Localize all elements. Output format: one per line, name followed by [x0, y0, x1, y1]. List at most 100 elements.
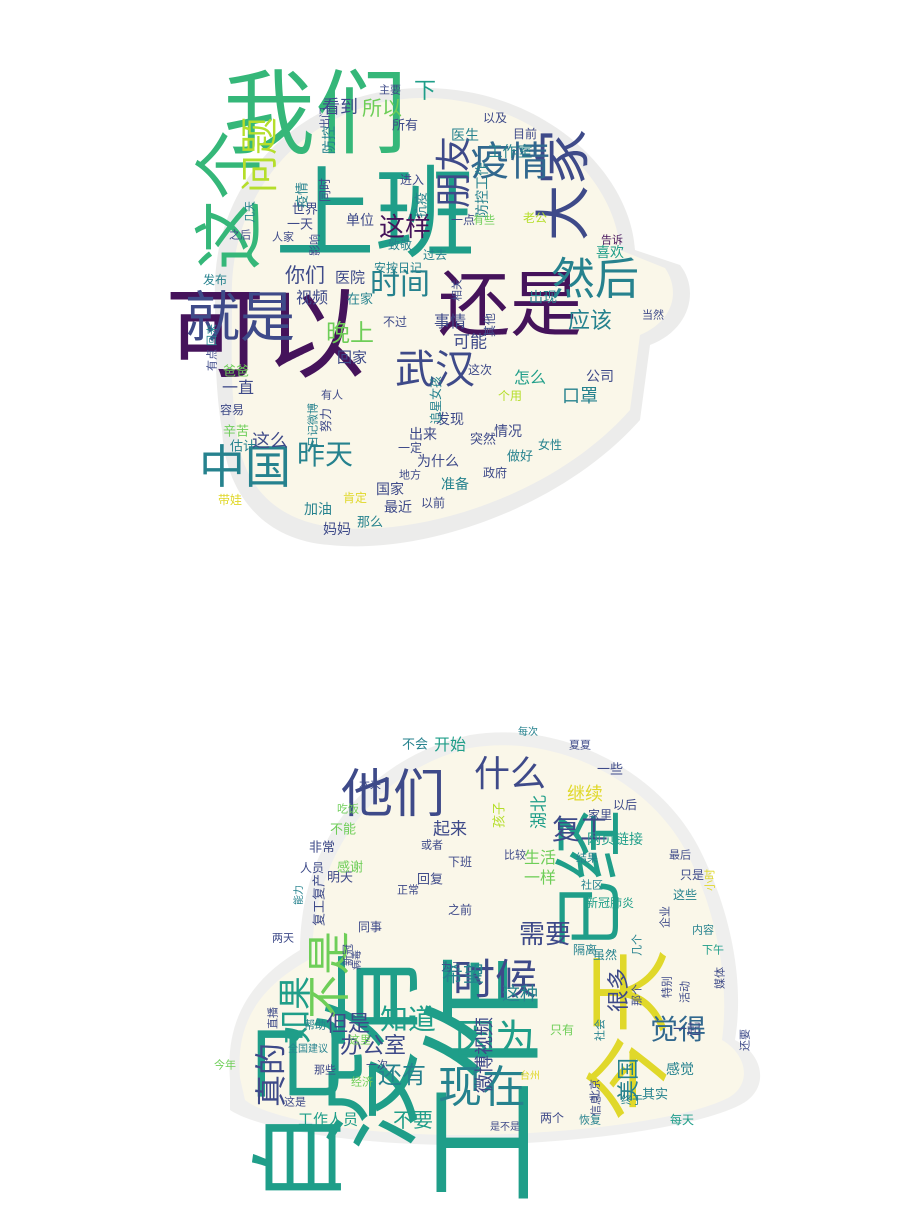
cloud-word: 是不是 [490, 1122, 520, 1133]
cloud-word: 上班 [275, 156, 475, 273]
cloud-word: 回家 [336, 348, 368, 367]
cloud-word: 生活 [523, 848, 557, 867]
cloud-word: 吃饭 [337, 802, 359, 816]
cloud-word: 所以 [362, 96, 402, 120]
cloud-word: 感觉 [666, 1062, 694, 1078]
cloud-word: 国家 [376, 482, 404, 498]
cloud-word: 以及 [482, 111, 508, 125]
cloud-word: 能力 [294, 885, 305, 905]
cloud-word: 因为 [455, 1017, 535, 1063]
cloud-word: 有些 [473, 213, 495, 227]
cloud-word: 出现 [529, 290, 557, 306]
cloud-word: 还要 [738, 1029, 752, 1051]
cloud-word: 之前 [447, 903, 473, 917]
cloud-word: 过去 [422, 248, 448, 262]
cloud-word: 日记微博 [306, 403, 320, 447]
cloud-word: 这里 [349, 1033, 371, 1047]
cloud-word: 孩子 [492, 801, 508, 829]
cloud-word: 追星女孩 [429, 375, 443, 425]
cloud-word: 不会 [401, 737, 429, 753]
cloud-word: 单位 [346, 213, 374, 229]
cloud-word: 不要 [393, 1108, 433, 1132]
cloud-word: 家里 [587, 808, 613, 822]
cloud-word: 今年 [214, 1058, 236, 1072]
cloud-word: 带娃 [217, 493, 243, 507]
cloud-word: 有点 [205, 349, 219, 371]
cloud-word: 一起 [673, 1022, 701, 1038]
cloud-word: 情况 [494, 424, 522, 440]
cloud-word: 肯定 [342, 491, 368, 505]
cloud-word: 回复 [416, 872, 444, 888]
cloud-word: 社会 [593, 1019, 607, 1041]
cloud-word: 湖北 [529, 795, 550, 829]
cloud-word: 辛苦 [222, 424, 250, 440]
cloud-word: 一天 [286, 217, 314, 233]
cloud-word: 社区 [581, 878, 603, 892]
cloud-word: 做好 [506, 449, 534, 465]
cloud-word: 下班 [447, 855, 473, 869]
cloud-word: 新冠 [341, 944, 355, 966]
helmet-shape [214, 87, 690, 547]
cloud-word: 地方 [399, 468, 421, 482]
cloud-word: 那么 [356, 515, 384, 531]
cloud-word: 有人 [321, 388, 343, 402]
cloud-word: 隔离 [572, 943, 598, 957]
cloud-word: 最后 [669, 848, 691, 862]
cloud-word: 一定 [397, 441, 423, 455]
cloud-word: 帮助 [304, 1018, 326, 1032]
cloud-word: 喜欢 [596, 245, 624, 261]
cloud-word: 工作人员 [297, 1110, 359, 1129]
cloud-word: 个用 [497, 389, 523, 403]
top-helmet-cloud: 我们 上班 可以 这个 还是 就是 大家 中国 疫情 然后 武汉 问题 时间 朋友 这样 昨天 晚上 所以下应该你… [0, 0, 900, 600]
cloud-word: 正常 [397, 883, 419, 897]
cloud-word: 时候 [452, 955, 538, 1004]
cloud-word: 应该 [567, 309, 613, 334]
cloud-word: 只有 [549, 1023, 575, 1037]
cloud-word: 医院 [334, 268, 366, 287]
cloud-word: 世界 [291, 202, 319, 218]
cloud-word: 或者 [421, 838, 443, 852]
cloud-word: 时间 [370, 267, 430, 302]
cloud-word: 媒体 [713, 967, 727, 989]
cloud-word: 这些 [672, 888, 698, 902]
cloud-word: 以后 [612, 798, 638, 812]
cloud-word: 如果 [276, 976, 316, 1044]
cloud-word: 怎么 [513, 368, 547, 387]
cloud-word: 主要 [379, 83, 401, 97]
cloud-word: 现在 [438, 1062, 526, 1113]
cloud-word: 发布 [202, 273, 228, 287]
cloud-word: 病毒 [352, 950, 363, 970]
cloud-word: 那个 [630, 984, 644, 1006]
cloud-word: 台州 [520, 1071, 540, 1082]
cloud-word: 终于 [621, 1093, 643, 1107]
cloud-word: 特别 [660, 976, 674, 998]
cloud-word: 突然 [469, 432, 497, 448]
cloud-word: 一点 [450, 213, 476, 227]
cloud-word: 还有 [378, 1061, 426, 1089]
cloud-word: 很多 [607, 967, 632, 1013]
cloud-word: 这样 [378, 213, 432, 243]
cloud-word: 这次 [467, 363, 493, 377]
cloud-word: 这是 [284, 1095, 306, 1109]
cloud-word: 网页链接 [587, 832, 643, 848]
cloud-word: 几个 [630, 934, 644, 956]
cloud-word: 这种 [502, 984, 538, 1005]
cloud-word: 就是 [184, 285, 296, 350]
cloud-word: 比较 [504, 848, 526, 862]
cloud-word: 中国 [199, 440, 291, 494]
cloud-word: 回来 [205, 324, 219, 346]
cloud-word: 继续 [567, 784, 603, 805]
cloud-word: 每天 [669, 1113, 695, 1127]
cloud-word: 我们 [222, 61, 408, 168]
cloud-word: 之后 [229, 228, 251, 242]
cloud-word: 直播 [266, 1007, 280, 1029]
cloud-word: 公司 [586, 369, 614, 385]
cloud-word: 感谢 [336, 860, 364, 876]
cloud-word: 他们 [340, 765, 446, 825]
cloud-word: 觉得 [649, 1013, 707, 1046]
cloud-word: 还是 [437, 263, 583, 347]
cloud-word: 微博视频 [473, 1016, 496, 1094]
cloud-word: 口罩 [562, 386, 598, 407]
cloud-word: 全国建议 [288, 1044, 328, 1055]
cloud-word: 防控工作 [475, 162, 491, 218]
